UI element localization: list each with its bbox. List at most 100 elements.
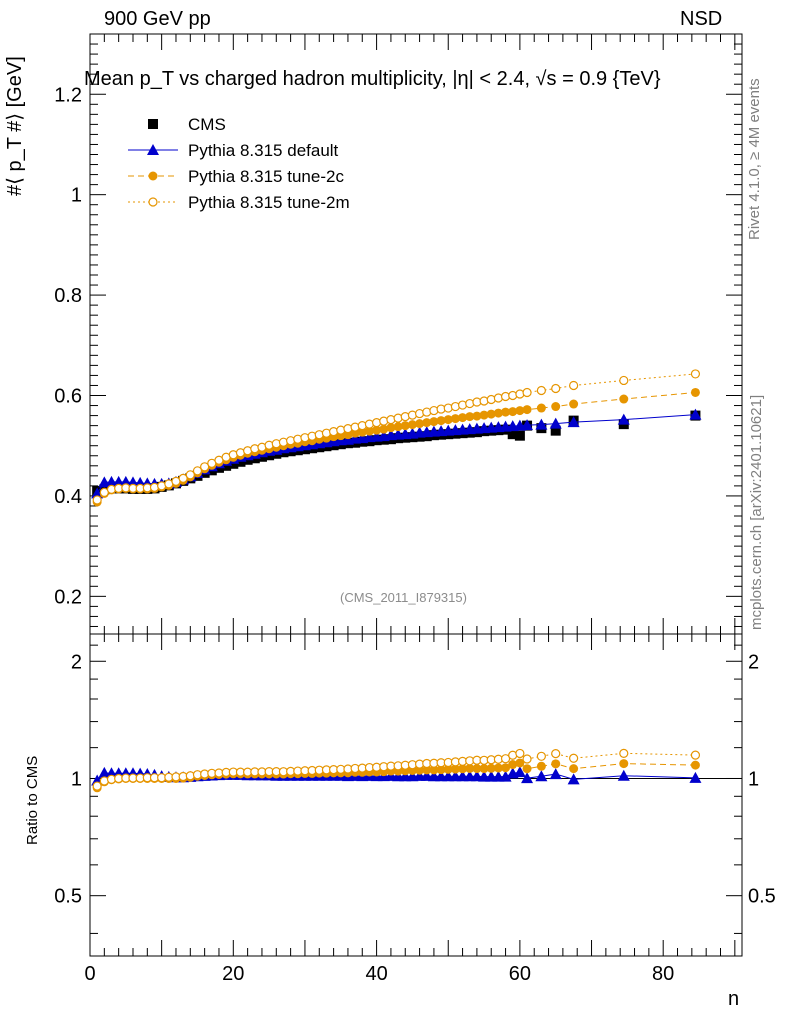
point-pythia-8-315-tune-2c [415,419,425,429]
legend-marker-cms [148,119,158,129]
chart-title: Mean p_T vs charged hadron multiplicity,… [84,68,661,90]
ratio-point-pythia-8-315-tune-2c [522,764,532,774]
point-cms [550,425,561,436]
ratio-panel: 0 20 40 60 80 0.5 1 2 0.5 1 2 [54,633,776,985]
x-tick-label: 40 [365,963,387,985]
ratio-point-pythia-8-315-tune-2c [465,763,475,773]
y-tick-label: 0.4 [54,486,82,508]
ratio-y-tick-label-right: 0.5 [748,886,776,908]
point-pythia-8-315-tune-2c [372,425,382,435]
point-pythia-8-315-default [549,417,562,429]
legend-marker-pythia-8-315-tune-2m [148,197,158,207]
ratio-point-pythia-8-315-tune-2c [569,764,579,774]
point-cms [507,429,518,440]
ratio-point-pythia-8-315-tune-2c [515,758,525,768]
point-pythia-8-315-tune-2c [619,394,629,404]
point-pythia-8-315-tune-2m [522,387,532,398]
ratio-point-pythia-8-315-tune-2c [551,759,561,769]
point-pythia-8-315-tune-2m [551,383,561,394]
point-pythia-8-315-tune-2c [422,418,432,428]
point-pythia-8-315-tune-2c [450,414,460,424]
point-pythia-8-315-tune-2c [479,410,489,420]
ratio-point-pythia-8-315-tune-2c [436,765,446,775]
ratio-point-pythia-8-315-tune-2m [515,748,525,759]
x-tick-label: 60 [509,963,531,985]
point-pythia-8-315-tune-2c [508,407,518,417]
legend-label-cms: CMS [188,115,226,134]
ratio-y-tick-label-right: 1 [748,768,759,790]
y-tick-label: 1 [71,185,82,207]
legend-label-pythia-8-315-default: Pythia 8.315 default [188,141,339,160]
legend-label-pythia-8-315-tune-2m: Pythia 8.315 tune-2m [188,193,350,212]
ratio-point-pythia-8-315-tune-2m [92,781,102,791]
ratio-y-tick-label: 0.5 [54,886,82,908]
reference-analysis-label: (CMS_2011_I879315) [340,590,467,605]
ratio-point-pythia-8-315-tune-2c [443,764,453,774]
x-axis-label: n [728,988,740,1010]
point-pythia-8-315-tune-2m [536,385,546,396]
legend: CMS Pythia 8.315 default Pythia 8.315 tune… [128,115,350,212]
y-axis-label-main: #⟨ p_T #⟩ [GeV] [4,56,26,196]
ratio-point-pythia-8-315-tune-2c [422,765,432,775]
ratio-point-pythia-8-315-tune-2c [450,764,460,774]
point-cms [228,458,239,469]
point-cms [221,460,232,471]
ratio-point-pythia-8-315-tune-2c [536,761,546,771]
point-pythia-8-315-tune-2m [569,380,579,391]
ratio-point-pythia-8-315-default [617,769,630,781]
ratio-y-tick-label: 2 [71,651,82,673]
main-series-layer [91,369,702,507]
point-pythia-8-315-default [617,413,630,425]
y-axis-label-ratio: Ratio to CMS [24,755,41,845]
ratio-point-pythia-8-315-tune-2c [493,763,503,773]
ratio-point-pythia-8-315-tune-2c [501,763,511,773]
point-pythia-8-315-tune-2c [522,405,532,415]
ratio-point-pythia-8-315-tune-2c [690,760,700,770]
ratio-point-pythia-8-315-tune-2m [690,750,701,760]
x-tick-label: 0 [84,963,95,985]
ratio-point-pythia-8-315-default [499,770,512,782]
point-cms [514,430,525,441]
ratio-point-pythia-8-315-tune-2m [619,748,629,758]
point-pythia-8-315-tune-2c [501,407,511,417]
point-pythia-8-315-tune-2c [493,408,503,418]
point-pythia-8-315-default [535,418,548,430]
header-energy-label: 900 GeV pp [104,8,211,30]
y-tick-label: 0.2 [54,586,82,608]
point-pythia-8-315-tune-2c [465,412,475,422]
rivet-version-label: Rivet 4.1.0, ≥ 4M events [746,78,763,240]
ratio-point-pythia-8-315-tune-2c [486,763,496,773]
point-pythia-8-315-tune-2c [364,426,374,436]
header-process-label: NSD [680,8,723,30]
legend-marker-pythia-8-315-tune-2c [148,171,158,181]
point-pythia-8-315-tune-2c [690,387,700,397]
point-pythia-8-315-tune-2m [200,462,210,472]
point-pythia-8-315-default [567,416,580,428]
point-pythia-8-315-tune-2c [436,416,446,426]
point-pythia-8-315-tune-2c [443,415,453,425]
point-pythia-8-315-default [521,419,534,431]
point-pythia-8-315-tune-2c [357,427,367,437]
point-pythia-8-315-tune-2c [569,399,579,409]
point-pythia-8-315-tune-2c [429,417,439,427]
point-pythia-8-315-tune-2c [486,409,496,419]
ratio-point-pythia-8-315-default [513,766,526,778]
ratio-point-pythia-8-315-default [549,768,562,780]
ratio-point-pythia-8-315-tune-2m [500,754,511,764]
ratio-point-pythia-8-315-tune-2c [472,764,482,774]
ratio-point-pythia-8-315-tune-2c [479,764,489,774]
main-panel: 0.2 0.4 0.6 0.8 1 1.2 [54,33,743,635]
point-pythia-8-315-tune-2c [515,406,525,416]
y-tick-label: 0.8 [54,285,82,307]
point-pythia-8-315-tune-2c [536,403,546,413]
point-pythia-8-315-tune-2c [386,423,396,433]
point-pythia-8-315-tune-2m [619,375,629,386]
point-pythia-8-315-default [91,487,104,499]
point-pythia-8-315-tune-2c [407,420,417,430]
point-pythia-8-315-default [689,408,702,420]
point-pythia-8-315-tune-2m [185,470,195,480]
point-pythia-8-315-tune-2c [393,422,403,432]
point-pythia-8-315-tune-2m [192,466,203,476]
mcplots-source-label: mcplots.cern.ch [arXiv:2401.10621] [748,394,765,630]
